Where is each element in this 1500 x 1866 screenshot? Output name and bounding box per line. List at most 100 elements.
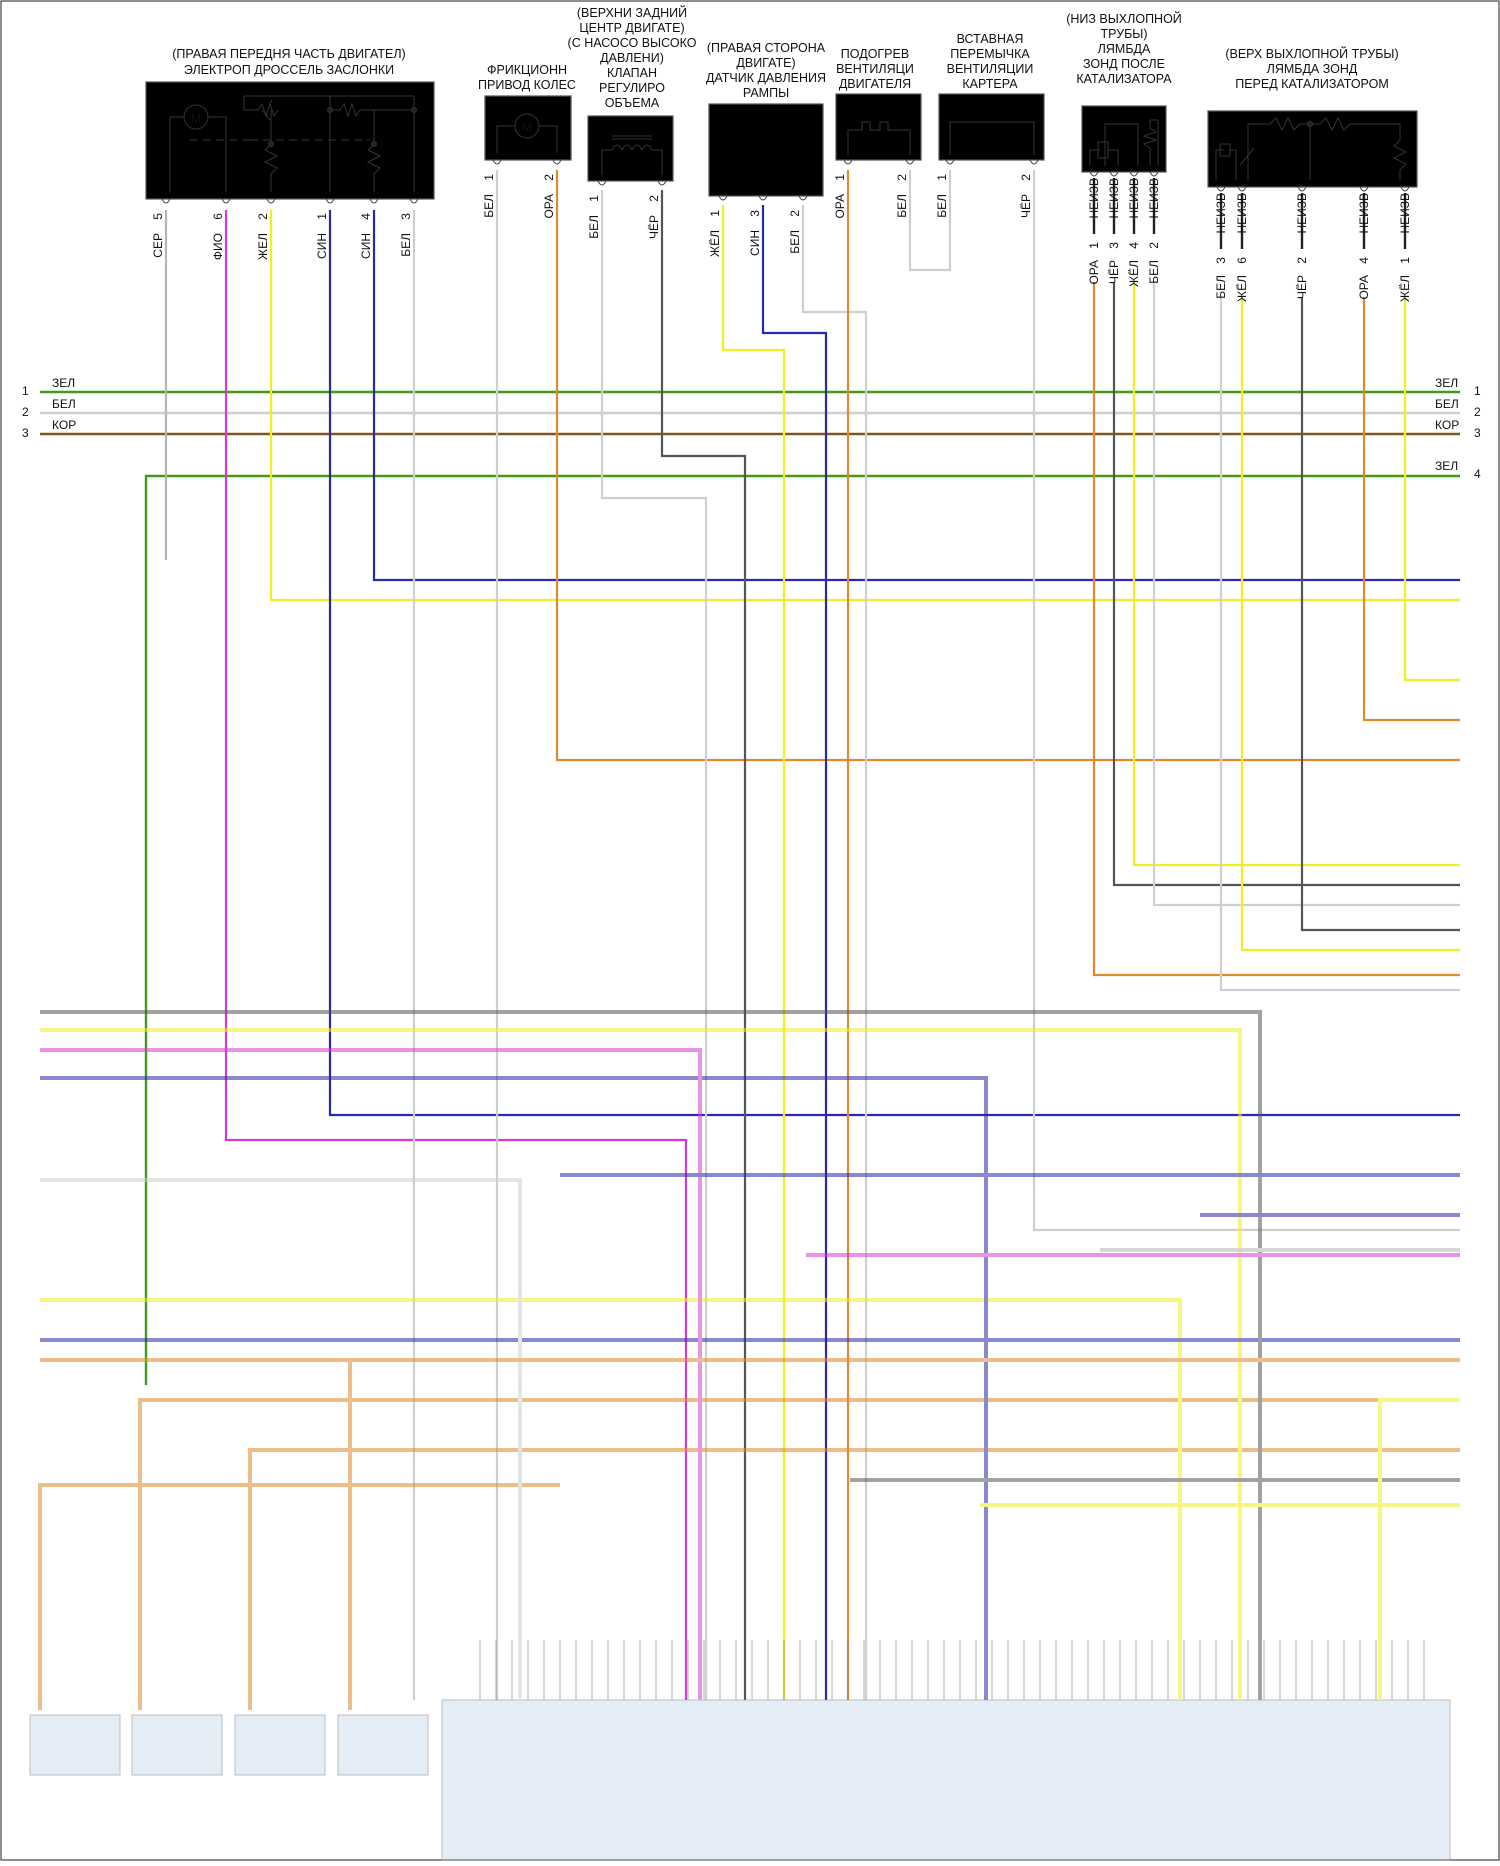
rail-pin-2-wire-label: БЕЛ: [788, 230, 802, 254]
heater-pin-2-wire-label: БЕЛ: [895, 194, 909, 218]
friction-pin-2-wire-label: ОРА: [542, 194, 556, 219]
lower-harness-wire-2: [138, 1398, 1460, 1710]
lambda_before-pin-4-wire-label: ОРА: [1357, 275, 1371, 300]
throttle-motor-label: M: [191, 111, 201, 125]
jumper-title-4: КАРТЕРА: [962, 77, 1018, 91]
ecu-lower-section: [29, 1010, 1460, 1861]
valve-coil-symbol: [601, 135, 663, 175]
valve-title-4: ДАВЛЕНИ): [600, 51, 664, 65]
lambda-after-title-2: ТРУБЫ): [1100, 27, 1147, 41]
throttle-pin-6-connector: [221, 198, 231, 204]
throttle-pin-3-wire-label: БЕЛ: [399, 233, 413, 257]
valve-title-5: КЛАПАН: [607, 66, 657, 80]
rail-pin-1-connector: [718, 195, 728, 201]
bus-1-label-right: ЗЕЛ: [1435, 376, 1458, 390]
lambda_after-pin-3-number: 3: [1107, 242, 1121, 249]
valve-title-1: (ВЕРХНИ ЗАДНИЙ: [577, 5, 687, 20]
rail-wire-1: [721, 205, 786, 1700]
lambda_before-pin-4-number: 4: [1357, 257, 1371, 264]
lambda-after-title-3: ЛЯМБДА: [1098, 42, 1151, 56]
lambda_after-pin-2-wire-label: БЕЛ: [1147, 260, 1161, 284]
lambda_before-pin-2-number: 2: [1295, 257, 1309, 264]
lambda_before-wire-3: [1219, 297, 1460, 992]
throttle-title-1: (ПРАВАЯ ПЕРЕДНЯ ЧАСТЬ ДВИГАТЕЛ): [172, 47, 405, 61]
valve-title-6: РЕГУЛИРО: [599, 81, 665, 95]
heater-pin-2-connector: [905, 159, 915, 165]
throttle-pin-2-wire-label: ЖЕЛ: [256, 233, 270, 260]
lambda-before-title-1: (ВЕРХ ВЫХЛОПНОЙ ТРУБЫ): [1225, 46, 1398, 61]
lambda_after-wire-1: [1092, 282, 1460, 977]
rail-title-4: РАМПЫ: [743, 86, 789, 100]
lambda_after-pin-1-type: НЕИЗВ: [1087, 178, 1101, 219]
rail-pressure-sensor-box: [708, 103, 824, 197]
lambda_after-pin-4-connector: [1129, 171, 1139, 177]
heater-wire-2: [908, 170, 952, 272]
lambda_after-pin-1-connector: [1089, 171, 1099, 177]
lambda-before-title-2: ЛЯМБДА ЗОНД: [1267, 62, 1358, 76]
rail-pin-1-number: 1: [708, 210, 722, 217]
rail-wire-2: [801, 205, 868, 1700]
rail-pin-1-wire-label: ЖЁЛ: [708, 230, 722, 257]
lambda-before-internal: [1215, 116, 1408, 180]
lambda-after-title-4: ЗОНД ПОСЛЕ: [1083, 57, 1165, 71]
lower-harness-wire-14: [40, 1178, 522, 1700]
throttle-pin-4-number: 4: [359, 213, 373, 220]
lambda_after-pin-1-wire-label: ОРА: [1087, 260, 1101, 285]
friction-pin-2-number: 2: [542, 174, 556, 181]
throttle-pin-2-number: 2: [256, 213, 270, 220]
friction-title-2: ПРИВОД КОЛЕС: [478, 78, 576, 92]
throttle-pin-5-number: 5: [151, 213, 165, 220]
lower-harness-wire-9: [40, 1010, 1262, 1700]
lambda_before-pin-6-wire-label: ЖЁЛ: [1235, 275, 1249, 302]
lambda_before-pin-1-number: 1: [1398, 257, 1412, 264]
jumper-title-1: ВСТАВНАЯ: [957, 32, 1024, 46]
lambda-after-internal: [1089, 119, 1159, 166]
injector-4-box: [337, 1714, 429, 1776]
rail-title-3: ДАТЧИК ДАВЛЕНИЯ: [706, 71, 826, 85]
throttle-internal-circuit: [169, 95, 417, 192]
lambda-after-title-1: (НИЗ ВЫХЛОПНОЙ: [1066, 11, 1182, 26]
rail-title-2: ДВИГАТЕ): [736, 56, 795, 70]
lambda_before-pin-3-connector: [1216, 186, 1226, 192]
lambda_after-wire-2: [1152, 282, 1460, 907]
throttle-pin-6-wire-label: ФИО: [211, 233, 225, 260]
jumper-pin-2-wire-label: ЧЁР: [1019, 194, 1033, 218]
lambda_before-wire-4: [1362, 297, 1460, 722]
lambda_before-pin-4-connector: [1359, 186, 1369, 192]
lambda_before-pin-1-type: НЕИЗВ: [1398, 193, 1412, 234]
volume-valve-box: [587, 115, 674, 182]
valve-pin-2-number: 2: [647, 195, 661, 202]
friction-wire-2: [555, 170, 1460, 762]
jumper-title-3: ВЕНТИЛЯЦИИ: [947, 62, 1034, 76]
jumper-link-symbol: [949, 121, 1035, 155]
rail-wire-3: [761, 205, 828, 1700]
friction-pin-2-connector: [552, 159, 562, 165]
lambda_before-pin-1-connector: [1400, 186, 1410, 192]
bus-4-label-right: ЗЕЛ: [1435, 459, 1458, 473]
lambda_before-pin-2-connector: [1297, 186, 1307, 192]
bus-2-label-right: БЕЛ: [1435, 397, 1459, 411]
throttle-pin-1-number: 1: [315, 213, 329, 220]
friction-pin-1-connector: [492, 159, 502, 165]
lambda_before-pin-6-connector: [1237, 186, 1247, 192]
lambda_before-wire-1: [1403, 297, 1460, 682]
throttle-pin-2-connector: [266, 198, 276, 204]
rail-pin-3-number: 3: [748, 210, 762, 217]
valve-title-7: ОБЪЕМА: [605, 96, 660, 110]
bus-3-num-right: 3: [1474, 426, 1481, 440]
jumper-pin-1-number: 1: [935, 174, 949, 181]
friction-motor-label: M: [522, 120, 532, 134]
bus-1-label-left: ЗЕЛ: [52, 376, 75, 390]
crankcase-jumper-box: [938, 93, 1045, 161]
lower-harness-wire-1: [38, 1483, 560, 1710]
throttle-pin-5-wire-label: СЕР: [151, 233, 165, 258]
jumper-wire-1: [1032, 170, 1460, 1232]
lambda_after-pin-2-connector: [1149, 171, 1159, 177]
throttle-pin-3-connector: [409, 198, 419, 204]
lambda_before-pin-2-type: НЕИЗВ: [1295, 193, 1309, 234]
ventilation-heater-box: [835, 93, 922, 161]
heater-title-3: ДВИГАТЕЛЯ: [839, 77, 911, 91]
lower-harness-wire-3: [248, 1448, 1460, 1710]
friction-internal-circuit: [496, 113, 558, 153]
